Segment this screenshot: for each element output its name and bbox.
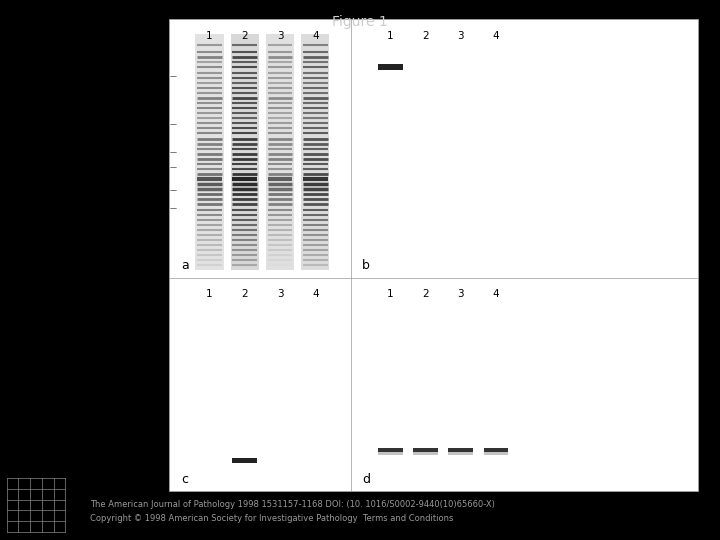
Text: a: a	[181, 259, 189, 272]
Text: Copyright © 1998 American Society for Investigative Pathology  Terms and Conditi: Copyright © 1998 American Society for In…	[90, 514, 454, 523]
Bar	[449, 448, 473, 453]
Bar	[378, 448, 402, 453]
Bar	[195, 35, 223, 271]
Text: The American Journal of Pathology 1998 1531157-1168 DOI: (10. 1016/S0002-9440(10: The American Journal of Pathology 1998 1…	[90, 500, 495, 509]
Text: 1: 1	[206, 289, 213, 299]
Bar	[266, 35, 294, 271]
Bar	[233, 458, 257, 463]
Text: b: b	[362, 259, 370, 272]
Text: 205: 205	[148, 72, 165, 81]
Bar	[301, 35, 329, 271]
Text: 45: 45	[153, 204, 165, 213]
Text: 2: 2	[241, 31, 248, 40]
Text: d: d	[362, 473, 370, 486]
Bar	[378, 64, 402, 70]
Text: 1: 1	[206, 31, 213, 40]
Text: 2: 2	[241, 289, 248, 299]
Text: 3: 3	[276, 31, 284, 40]
Bar	[413, 448, 438, 453]
Bar	[230, 35, 259, 271]
Text: —: —	[169, 205, 176, 211]
Text: 84: 84	[153, 148, 165, 157]
Text: 1: 1	[387, 289, 394, 299]
Text: c: c	[181, 473, 188, 486]
Text: 55: 55	[153, 186, 165, 195]
Text: 4: 4	[492, 289, 500, 299]
Text: Figure 1: Figure 1	[332, 15, 388, 29]
Bar	[484, 452, 508, 455]
Text: 3: 3	[457, 289, 464, 299]
Bar	[484, 448, 508, 453]
Text: 3: 3	[276, 289, 284, 299]
Text: 3: 3	[457, 31, 464, 40]
Text: —: —	[169, 150, 176, 156]
Text: 4: 4	[492, 31, 500, 40]
Text: —: —	[169, 122, 176, 127]
Bar	[378, 452, 402, 455]
Bar	[413, 452, 438, 455]
Text: 116: 116	[148, 120, 165, 129]
Text: —: —	[169, 73, 176, 79]
Text: —: —	[169, 187, 176, 193]
Text: 66: 66	[153, 163, 165, 172]
Text: —: —	[169, 165, 176, 171]
Text: 4: 4	[312, 289, 319, 299]
Text: 2: 2	[422, 289, 429, 299]
Text: 4: 4	[312, 31, 319, 40]
Text: 2: 2	[422, 31, 429, 40]
Bar	[449, 452, 473, 455]
Text: 1: 1	[387, 31, 394, 40]
